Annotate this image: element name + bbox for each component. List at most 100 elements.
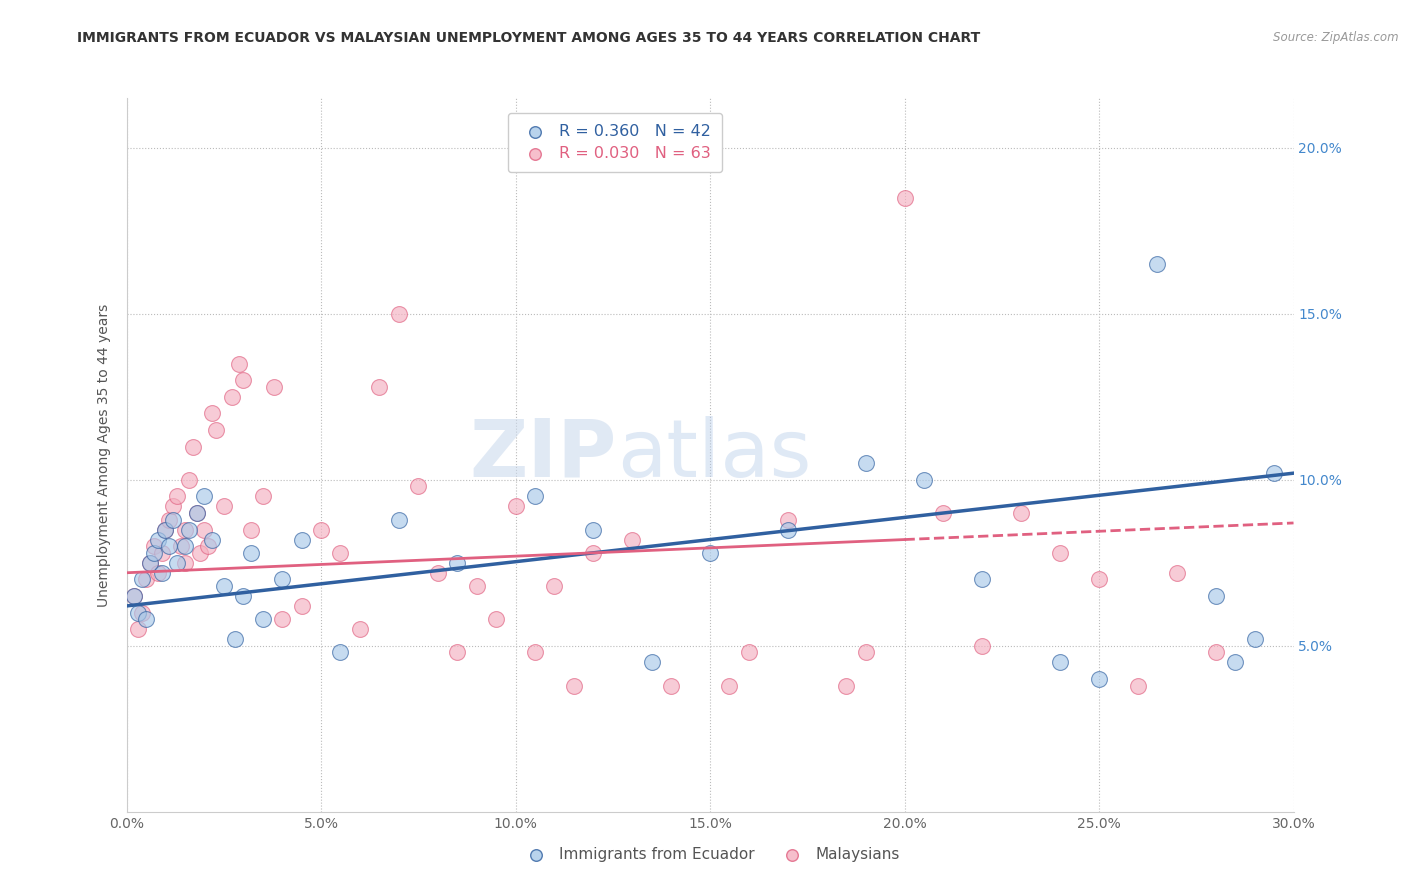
Point xyxy=(562,679,585,693)
Y-axis label: Unemployment Among Ages 35 to 44 years: Unemployment Among Ages 35 to 44 years xyxy=(97,303,111,607)
Point xyxy=(1263,466,1285,480)
Point xyxy=(139,556,162,570)
Point xyxy=(855,645,877,659)
Point xyxy=(446,556,468,570)
Point xyxy=(155,523,177,537)
Point xyxy=(224,632,246,647)
Point xyxy=(621,533,644,547)
Point xyxy=(1205,645,1227,659)
Point xyxy=(139,556,162,570)
Text: Source: ZipAtlas.com: Source: ZipAtlas.com xyxy=(1274,31,1399,45)
Point xyxy=(1146,257,1168,271)
Point xyxy=(699,546,721,560)
Point xyxy=(131,573,153,587)
Point xyxy=(543,579,565,593)
Point xyxy=(212,500,235,514)
Point xyxy=(240,523,263,537)
Point xyxy=(157,539,180,553)
Point xyxy=(232,373,254,387)
Point xyxy=(972,639,994,653)
Point xyxy=(659,679,682,693)
Point xyxy=(329,645,352,659)
Point xyxy=(1049,546,1071,560)
Point xyxy=(309,523,332,537)
Point xyxy=(232,589,254,603)
Point xyxy=(228,357,250,371)
Point xyxy=(190,546,212,560)
Point xyxy=(523,645,546,659)
Point xyxy=(1243,632,1265,647)
Point xyxy=(252,490,274,504)
Point xyxy=(174,539,197,553)
Point xyxy=(582,523,605,537)
Point xyxy=(221,390,243,404)
Point xyxy=(124,589,146,603)
Point xyxy=(157,513,180,527)
Point xyxy=(1010,506,1032,520)
Point xyxy=(162,513,184,527)
Point xyxy=(240,546,263,560)
Point xyxy=(1049,656,1071,670)
Point xyxy=(146,533,169,547)
Point xyxy=(193,490,215,504)
Point xyxy=(485,612,508,626)
Point xyxy=(1088,573,1111,587)
Point xyxy=(135,573,157,587)
Point xyxy=(135,612,157,626)
Legend: Immigrants from Ecuador, Malaysians: Immigrants from Ecuador, Malaysians xyxy=(515,841,905,868)
Point xyxy=(142,539,165,553)
Point xyxy=(388,307,411,321)
Point xyxy=(932,506,955,520)
Point xyxy=(349,622,371,636)
Point xyxy=(582,546,605,560)
Point xyxy=(186,506,208,520)
Point xyxy=(271,573,294,587)
Point xyxy=(290,599,312,613)
Point xyxy=(1205,589,1227,603)
Point xyxy=(912,473,935,487)
Point xyxy=(177,523,200,537)
Text: IMMIGRANTS FROM ECUADOR VS MALAYSIAN UNEMPLOYMENT AMONG AGES 35 TO 44 YEARS CORR: IMMIGRANTS FROM ECUADOR VS MALAYSIAN UNE… xyxy=(77,31,980,45)
Point xyxy=(181,440,204,454)
Point xyxy=(252,612,274,626)
Point xyxy=(835,679,858,693)
Point xyxy=(893,191,915,205)
Point xyxy=(329,546,352,560)
Point xyxy=(150,546,173,560)
Point xyxy=(776,523,799,537)
Point xyxy=(446,645,468,659)
Point xyxy=(426,566,449,580)
Point xyxy=(1166,566,1188,580)
Point xyxy=(162,500,184,514)
Point xyxy=(174,523,197,537)
Point xyxy=(131,606,153,620)
Point xyxy=(408,479,430,493)
Point xyxy=(1126,679,1149,693)
Point xyxy=(166,556,188,570)
Point xyxy=(738,645,761,659)
Point xyxy=(388,513,411,527)
Point xyxy=(146,566,169,580)
Point xyxy=(127,606,149,620)
Point xyxy=(174,556,197,570)
Point xyxy=(186,506,208,520)
Point xyxy=(197,539,219,553)
Point xyxy=(1088,672,1111,686)
Point xyxy=(505,500,527,514)
Point xyxy=(855,456,877,470)
Point xyxy=(155,523,177,537)
Point xyxy=(465,579,488,593)
Point xyxy=(271,612,294,626)
Point xyxy=(640,656,664,670)
Point xyxy=(718,679,741,693)
Point xyxy=(523,490,546,504)
Point xyxy=(166,490,188,504)
Point xyxy=(290,533,312,547)
Point xyxy=(205,423,228,437)
Point xyxy=(368,380,391,394)
Point xyxy=(170,539,193,553)
Point xyxy=(150,566,173,580)
Point xyxy=(124,589,146,603)
Point xyxy=(212,579,235,593)
Point xyxy=(201,533,224,547)
